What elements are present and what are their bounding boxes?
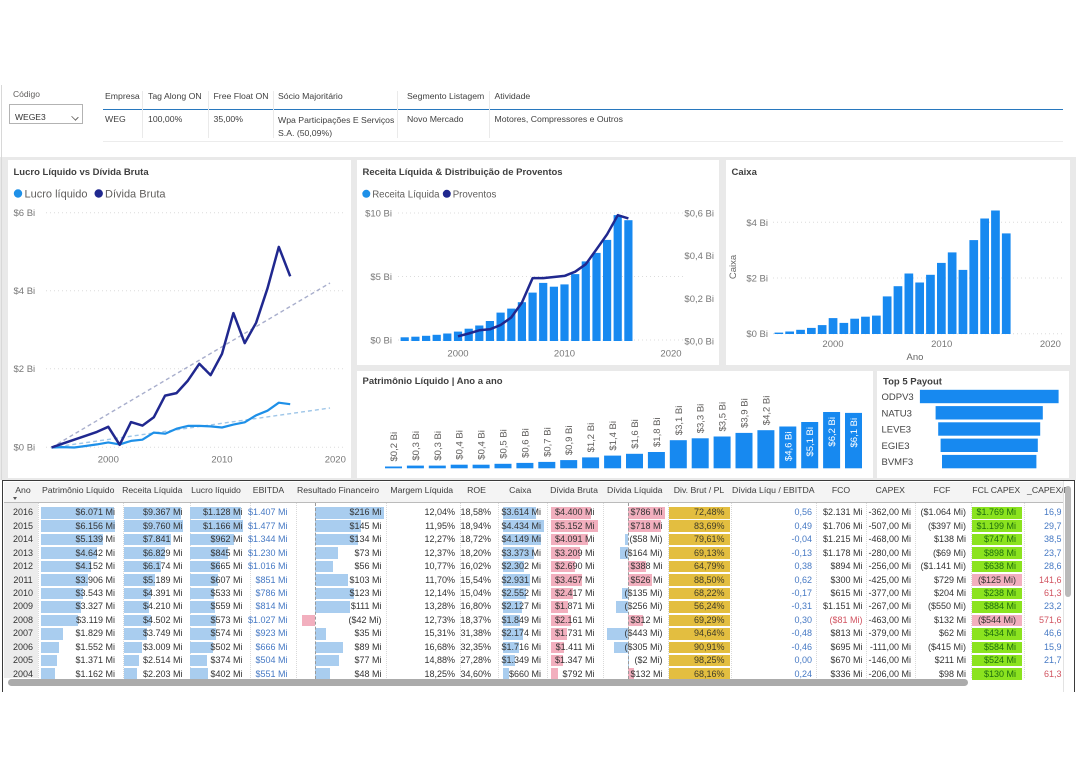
svg-text:$2 Bi: $2 Bi: [14, 364, 36, 375]
svg-text:2020: 2020: [325, 455, 346, 466]
svg-text:$0,2 Bi: $0,2 Bi: [684, 294, 714, 305]
svg-text:$6 Bi: $6 Bi: [14, 208, 36, 219]
svg-text:$1,2 Bi: $1,2 Bi: [586, 423, 597, 453]
svg-text:Proventos: Proventos: [453, 189, 497, 200]
svg-text:$1,6 Bi: $1,6 Bi: [630, 419, 641, 449]
svg-text:BVMF3: BVMF3: [882, 457, 914, 468]
svg-text:Ano: Ano: [907, 352, 924, 363]
svg-text:$0,4 Bi: $0,4 Bi: [455, 430, 466, 460]
svg-text:Top 5 Payout: Top 5 Payout: [883, 377, 943, 388]
svg-text:2020: 2020: [660, 349, 681, 360]
svg-text:$0 Bi: $0 Bi: [14, 443, 36, 454]
svg-text:Caixa: Caixa: [728, 254, 739, 279]
svg-text:$0 Bi: $0 Bi: [746, 329, 768, 340]
svg-text:2020: 2020: [1040, 339, 1061, 350]
svg-text:Patrimônio Líquido | Ano a ano: Patrimônio Líquido | Ano a ano: [363, 376, 503, 387]
svg-text:$1,8 Bi: $1,8 Bi: [652, 417, 663, 447]
svg-text:$0,0 Bi: $0,0 Bi: [684, 337, 714, 348]
svg-text:Lucro Líquido vs Dívida Bruta: Lucro Líquido vs Dívida Bruta: [14, 167, 150, 178]
svg-text:$4 Bi: $4 Bi: [746, 218, 768, 229]
svg-text:LEVE3: LEVE3: [882, 425, 912, 436]
svg-text:Receita Líquida & Distribuição: Receita Líquida & Distribuição de Proven…: [363, 167, 563, 178]
svg-text:ODPV3: ODPV3: [882, 392, 914, 403]
svg-text:Receita Líquida: Receita Líquida: [372, 189, 440, 200]
svg-text:$3,5 Bi: $3,5 Bi: [718, 402, 729, 432]
svg-text:$5,1 Bi: $5,1 Bi: [805, 427, 816, 457]
svg-text:2000: 2000: [98, 455, 119, 466]
svg-text:EGIE3: EGIE3: [882, 441, 910, 452]
svg-text:$4 Bi: $4 Bi: [14, 286, 36, 297]
svg-text:$0,6 Bi: $0,6 Bi: [684, 209, 714, 220]
svg-text:$3,1 Bi: $3,1 Bi: [674, 406, 685, 436]
svg-text:$0,9 Bi: $0,9 Bi: [564, 426, 575, 456]
svg-text:Dívida Bruta: Dívida Bruta: [105, 189, 166, 201]
svg-text:$6,1 Bi: $6,1 Bi: [849, 418, 860, 448]
svg-text:2010: 2010: [931, 339, 952, 350]
svg-text:$4,2 Bi: $4,2 Bi: [761, 396, 772, 426]
svg-text:$10 Bi: $10 Bi: [365, 209, 392, 220]
svg-text:$0,3 Bi: $0,3 Bi: [433, 431, 444, 461]
svg-text:$0,3 Bi: $0,3 Bi: [411, 431, 422, 461]
svg-text:Lucro líquido: Lucro líquido: [25, 189, 88, 201]
svg-text:$0,4 Bi: $0,4 Bi: [477, 430, 488, 460]
svg-text:2000: 2000: [822, 339, 843, 350]
svg-text:$5 Bi: $5 Bi: [370, 272, 392, 283]
svg-text:$0,2 Bi: $0,2 Bi: [389, 432, 400, 462]
svg-text:$0,7 Bi: $0,7 Bi: [542, 427, 553, 457]
svg-text:2010: 2010: [211, 455, 232, 466]
svg-text:$2 Bi: $2 Bi: [746, 274, 768, 285]
svg-text:$0,5 Bi: $0,5 Bi: [499, 429, 510, 459]
svg-text:2000: 2000: [447, 349, 468, 360]
svg-text:2010: 2010: [554, 349, 575, 360]
svg-text:$1,4 Bi: $1,4 Bi: [608, 421, 619, 451]
svg-text:Caixa: Caixa: [732, 167, 758, 178]
svg-text:$6,2 Bi: $6,2 Bi: [827, 417, 838, 447]
svg-text:$0,6 Bi: $0,6 Bi: [520, 428, 531, 458]
svg-text:$3,9 Bi: $3,9 Bi: [740, 398, 751, 428]
svg-text:$0 Bi: $0 Bi: [370, 336, 392, 347]
svg-text:NATU3: NATU3: [882, 408, 912, 419]
svg-text:$4,6 Bi: $4,6 Bi: [783, 432, 794, 462]
svg-text:$0,4 Bi: $0,4 Bi: [684, 251, 714, 262]
svg-text:$3,3 Bi: $3,3 Bi: [696, 404, 707, 434]
